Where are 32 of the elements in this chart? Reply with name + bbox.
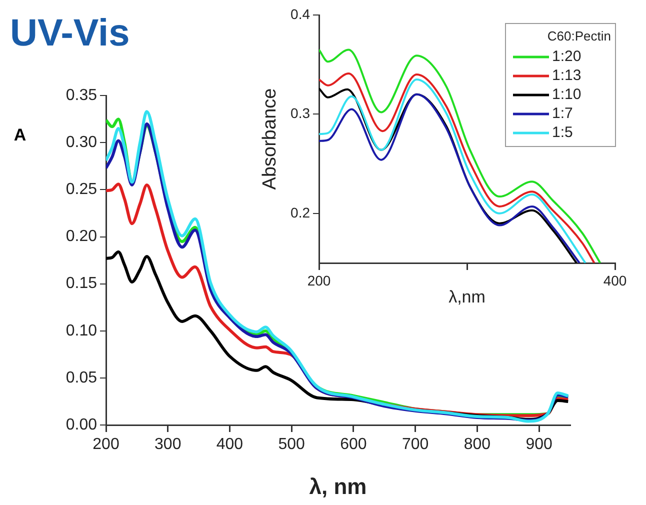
legend-label: 1:20 — [552, 48, 582, 66]
y-tick-label: 0.20 — [66, 228, 98, 246]
x-tick-label: 800 — [464, 436, 491, 454]
x-tick-label: 200 — [92, 436, 120, 454]
y-tick-label: 0.35 — [66, 87, 98, 104]
x-tick-label: 400 — [603, 272, 627, 288]
y-axis-title: Absorbance — [260, 88, 281, 190]
x-tick-label: 900 — [526, 436, 553, 454]
y-tick-label: 0.00 — [66, 416, 98, 434]
y-tick-label: 0.25 — [66, 181, 98, 198]
y-tick-label: 0.30 — [66, 134, 98, 152]
chart-title: UV-Vis — [10, 12, 130, 54]
y-tick-label: 0.2 — [290, 204, 310, 220]
x-tick-label: 200 — [307, 272, 331, 288]
y-tick-label: 0.3 — [290, 105, 310, 122]
legend-label: 1:13 — [552, 67, 582, 84]
x-axis-title: λ, nm — [309, 474, 367, 499]
x-tick-label: 700 — [402, 436, 429, 454]
legend-label: 1:10 — [552, 86, 582, 104]
x-tick-label: 500 — [278, 436, 306, 454]
x-axis-title: λ,nm — [448, 287, 486, 306]
y-tick-label: 0.15 — [66, 275, 98, 292]
legend-title: C60:Pectin — [547, 28, 611, 44]
y-tick-label: 0.10 — [66, 322, 98, 340]
y-tick-label: 0.4 — [290, 6, 310, 22]
x-tick-label: 300 — [154, 436, 182, 454]
x-tick-label: 600 — [340, 436, 367, 454]
y-tick-label: 0.05 — [66, 369, 98, 386]
legend-label: 1:5 — [552, 124, 573, 142]
y-axis-title: A — [14, 125, 26, 144]
x-tick-label: 400 — [216, 436, 244, 454]
legend-label: 1:7 — [552, 105, 573, 122]
